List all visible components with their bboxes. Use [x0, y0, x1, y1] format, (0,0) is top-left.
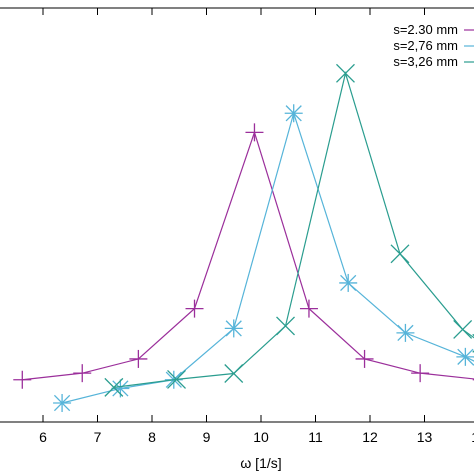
- x-tick-label: 7: [94, 429, 102, 445]
- data-point: [224, 364, 244, 383]
- data-point: [73, 364, 92, 383]
- data-point: [299, 299, 318, 318]
- x-tick-label: 10: [253, 429, 269, 445]
- data-point: [104, 377, 124, 397]
- plot-frame: [0, 7, 474, 423]
- data-point: [390, 244, 410, 264]
- x-tick-label: 8: [148, 429, 156, 445]
- x-tick-label: 6: [39, 429, 47, 445]
- marker-stroke: [390, 244, 410, 264]
- x-tick-label: 12: [362, 429, 378, 445]
- x-tick-label: 11: [308, 429, 323, 445]
- legend-label: s=2,76 mm: [393, 38, 458, 53]
- series-line: [61, 111, 474, 404]
- marker-stroke: [336, 63, 355, 83]
- marker-stroke: [112, 380, 129, 397]
- data-point: [339, 273, 358, 292]
- data-point: [53, 394, 72, 412]
- data-point: [284, 104, 303, 123]
- data-point: [245, 123, 264, 142]
- marker-stroke: [453, 319, 473, 339]
- data-point: [411, 364, 430, 383]
- data-point: [355, 349, 374, 368]
- series-2: [53, 104, 474, 412]
- data-point: [224, 319, 243, 338]
- marker-stroke: [340, 274, 357, 292]
- series-line: [113, 71, 474, 388]
- legend: s=2.30 mms=2,76 mms=3,26 mm: [393, 22, 474, 69]
- series-line: [22, 130, 474, 381]
- legend-label: s=2.30 mm: [393, 22, 458, 37]
- x-tick-label: 9: [203, 429, 211, 445]
- marker-stroke: [397, 324, 414, 342]
- data-point: [185, 299, 204, 318]
- data-point: [167, 369, 186, 389]
- x-tick-label: 14: [471, 429, 474, 445]
- marker-stroke: [285, 105, 302, 122]
- marker-stroke: [53, 394, 71, 412]
- data-point: [456, 347, 474, 366]
- legend-label: s=3,26 mm: [393, 54, 458, 69]
- data-point: [129, 349, 148, 368]
- x-axis-label: ω [1/s]: [240, 455, 281, 471]
- data-point: [13, 370, 32, 389]
- marker-stroke: [224, 364, 244, 383]
- x-tick-label: 13: [417, 429, 433, 445]
- marker-stroke: [167, 369, 186, 389]
- marker-stroke: [104, 377, 124, 397]
- data-point: [276, 316, 295, 336]
- marker-stroke: [225, 320, 242, 337]
- marker-stroke: [457, 348, 474, 365]
- series-3: [104, 63, 474, 397]
- data-point: [396, 323, 415, 342]
- marker-stroke: [276, 316, 295, 336]
- series-1: [13, 123, 474, 389]
- data-point: [336, 63, 355, 83]
- data-point: [453, 319, 473, 339]
